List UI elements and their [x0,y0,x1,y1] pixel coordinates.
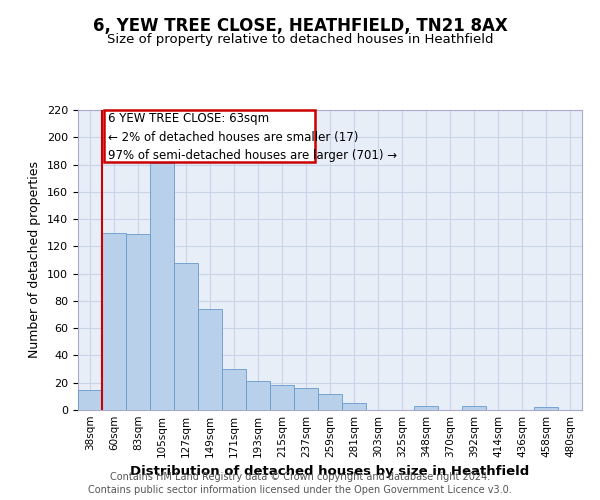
Bar [150,163,174,410]
Bar [198,309,222,410]
Bar [342,403,366,410]
Bar [294,388,318,410]
Text: Size of property relative to detached houses in Heathfield: Size of property relative to detached ho… [107,32,493,46]
Bar [462,406,486,410]
Bar [126,234,150,410]
Bar [534,408,558,410]
Bar [222,369,246,410]
Bar [414,406,438,410]
Text: Contains public sector information licensed under the Open Government Licence v3: Contains public sector information licen… [88,485,512,495]
Text: 6 YEW TREE CLOSE: 63sqm
← 2% of detached houses are smaller (17)
97% of semi-det: 6 YEW TREE CLOSE: 63sqm ← 2% of detached… [107,112,397,162]
Text: Contains HM Land Registry data © Crown copyright and database right 2024.: Contains HM Land Registry data © Crown c… [110,472,490,482]
Y-axis label: Number of detached properties: Number of detached properties [28,162,41,358]
Bar [246,382,270,410]
Bar [270,386,294,410]
Bar [174,262,198,410]
FancyBboxPatch shape [104,110,315,162]
X-axis label: Distribution of detached houses by size in Heathfield: Distribution of detached houses by size … [130,466,530,478]
Bar [318,394,342,410]
Text: 6, YEW TREE CLOSE, HEATHFIELD, TN21 8AX: 6, YEW TREE CLOSE, HEATHFIELD, TN21 8AX [92,18,508,36]
Bar [78,390,102,410]
Bar [102,232,126,410]
